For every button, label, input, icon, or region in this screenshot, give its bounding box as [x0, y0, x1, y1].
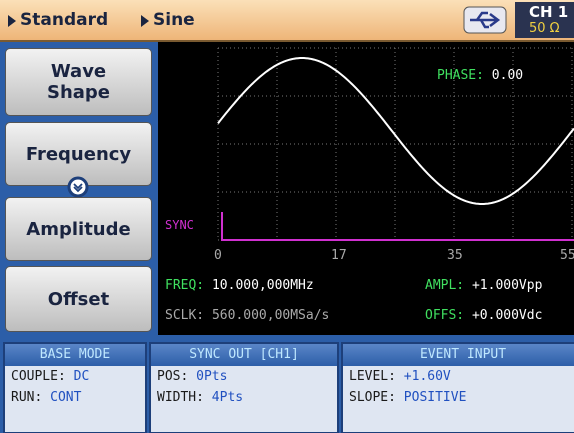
panel-row: RUN: CONT	[5, 387, 145, 408]
panel-title: SYNC OUT [CH1]	[151, 344, 337, 366]
arrow-icon	[141, 15, 149, 27]
readout-value: 560.000,00MSa/s	[211, 308, 330, 323]
readout: SCLK: 560.000,00MSa/s	[165, 308, 329, 323]
row-label: SLOPE:	[349, 390, 396, 405]
readout-value: +1.000Vpp	[471, 278, 543, 293]
panel-title: EVENT INPUT	[343, 344, 574, 366]
row-label: RUN:	[11, 390, 43, 405]
axis-label: 35	[447, 248, 463, 263]
readout: FREQ: 10.000,000MHz	[165, 278, 314, 293]
breadcrumb-item[interactable]: Standard	[20, 10, 109, 30]
waveform-plot	[217, 47, 574, 241]
readout-label: OFFS:	[425, 308, 465, 323]
arrow-icon	[8, 15, 16, 27]
axis-label: 0	[214, 248, 222, 263]
button-label: Offset	[47, 288, 110, 310]
status-panel: SYNC OUT [CH1] POS: 0Pts WIDTH: 4Pts	[149, 342, 339, 433]
channel-box: CH 1 50 Ω	[515, 2, 574, 38]
title-bar: Standard Sine CH 1 50 Ω	[0, 0, 574, 42]
readout: OFFS: +0.000Vdc	[425, 308, 542, 323]
phase-label: PHASE:	[437, 68, 484, 83]
row-label: WIDTH:	[157, 390, 204, 405]
row-label: COUPLE:	[11, 369, 66, 384]
row-label: LEVEL:	[349, 369, 396, 384]
readout-value: +0.000Vdc	[471, 308, 543, 323]
channel-name: CH 1	[529, 3, 569, 21]
panel-row: COUPLE: DC	[5, 366, 145, 387]
sync-label: SYNC	[165, 218, 194, 232]
phase-readout: PHASE: 0.00	[437, 68, 523, 83]
soft-button[interactable]: Wave Shape	[5, 48, 152, 116]
waveform-trace	[217, 57, 574, 205]
readout-label: FREQ:	[165, 278, 205, 293]
row-value: POSITIVE	[403, 390, 467, 405]
readout-label: AMPL:	[425, 278, 465, 293]
button-label: Amplitude	[26, 218, 131, 240]
readout-label: SCLK:	[165, 308, 205, 323]
button-label: Frequency	[25, 143, 132, 165]
channel-impedance: 50 Ω	[529, 21, 560, 36]
row-label: POS:	[157, 369, 189, 384]
panel-row: WIDTH: 4Pts	[151, 387, 337, 408]
row-value: 4Pts	[211, 390, 244, 405]
row-value: +1.60V	[403, 369, 451, 384]
panel-row: LEVEL: +1.60V	[343, 366, 574, 387]
soft-button[interactable]: Frequency	[5, 122, 152, 186]
row-value: DC	[73, 369, 90, 384]
row-value: CONT	[50, 390, 82, 405]
breadcrumb-item[interactable]: Sine	[153, 10, 195, 30]
soft-button[interactable]: Offset	[5, 266, 152, 332]
soft-button[interactable]: Amplitude	[5, 197, 152, 261]
waveform-display: PHASE: 0.00 SYNC 0 17 35 55 FREQ: 10.000…	[158, 42, 574, 335]
readout: AMPL: +1.000Vpp	[425, 278, 542, 293]
status-panel: EVENT INPUT LEVEL: +1.60V SLOPE: POSITIV…	[341, 342, 574, 433]
panel-row: POS: 0Pts	[151, 366, 337, 387]
panel-row: SLOPE: POSITIVE	[343, 387, 574, 408]
usb-icon	[463, 6, 507, 34]
axis-label: 17	[331, 248, 347, 263]
phase-value: 0.00	[491, 68, 524, 83]
status-panel: BASE MODE COUPLE: DC RUN: CONT	[3, 342, 147, 433]
panel-title: BASE MODE	[5, 344, 145, 366]
readout-value: 10.000,000MHz	[211, 278, 314, 293]
sync-trace	[221, 212, 574, 241]
scroll-icon[interactable]	[65, 176, 91, 198]
row-value: 0Pts	[196, 369, 228, 384]
button-label: Wave Shape	[46, 61, 111, 103]
axis-label: 55	[560, 248, 574, 263]
